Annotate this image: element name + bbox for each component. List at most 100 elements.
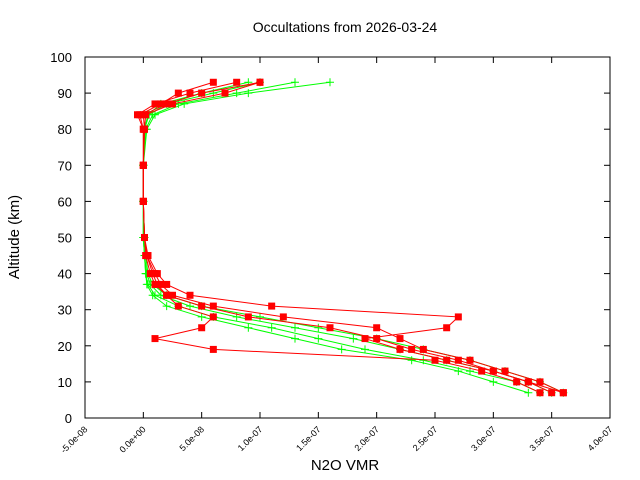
data-point xyxy=(548,389,556,397)
ticks-layer: 0 10 20 30 40 50 60 70 80 90 100 -5.0e-08 0.0e+00 5.0… xyxy=(50,50,614,455)
y-axis-label: Altitude (km) xyxy=(6,195,23,279)
data-point xyxy=(233,78,241,86)
data-point xyxy=(454,313,462,321)
data-point xyxy=(142,111,150,119)
data-point xyxy=(209,78,217,86)
data-point xyxy=(407,356,416,365)
y-tick-label: 100 xyxy=(50,50,72,65)
data-point xyxy=(559,389,567,397)
data-point xyxy=(443,356,451,364)
data-point xyxy=(489,367,497,375)
data-point xyxy=(136,111,144,119)
data-point xyxy=(314,334,323,343)
data-point xyxy=(163,291,171,299)
data-point xyxy=(454,356,462,364)
data-point xyxy=(501,367,509,375)
data-point xyxy=(536,389,544,397)
data-point xyxy=(408,345,416,353)
data-point xyxy=(232,89,241,98)
series-red-4 xyxy=(134,78,567,397)
data-point xyxy=(209,302,217,310)
data-point xyxy=(291,78,299,87)
y-tick-label: 40 xyxy=(58,267,72,282)
y-tick-label: 80 xyxy=(58,122,72,137)
y-tick-label: 60 xyxy=(58,194,72,209)
series-green-0 xyxy=(139,78,556,397)
series-green-2 xyxy=(139,78,568,397)
data-point xyxy=(489,377,498,386)
data-point xyxy=(151,110,159,119)
chart-title: Occultations from 2026-03-24 xyxy=(253,19,438,35)
data-point xyxy=(268,302,276,310)
data-point xyxy=(337,345,346,354)
data-point xyxy=(279,313,287,321)
y-tick-label: 10 xyxy=(58,375,72,390)
series-green-3 xyxy=(139,78,533,397)
data-point xyxy=(443,324,451,332)
data-point xyxy=(186,291,194,299)
data-point xyxy=(174,89,182,97)
data-point xyxy=(163,100,171,108)
x-tick-label: 1.0e-07 xyxy=(236,424,265,453)
data-point xyxy=(326,324,334,332)
data-point xyxy=(291,323,299,332)
data-point xyxy=(169,291,176,299)
data-point xyxy=(314,323,323,332)
data-point xyxy=(139,161,147,169)
data-point xyxy=(151,280,159,288)
x-tick-label: 3.0e-07 xyxy=(469,424,498,453)
x-tick-label: 0.0e+00 xyxy=(117,424,147,454)
data-point xyxy=(244,89,253,98)
data-point xyxy=(142,252,150,260)
data-point xyxy=(186,89,194,97)
data-point xyxy=(536,378,544,386)
data-point xyxy=(141,234,148,241)
data-point xyxy=(151,335,159,343)
x-tick-label: 3.5e-07 xyxy=(527,424,556,453)
x-tick-label: 4.0e-07 xyxy=(586,424,615,453)
data-point xyxy=(419,345,427,353)
data-point xyxy=(326,78,334,87)
y-tick-label: 20 xyxy=(58,339,72,354)
data-point xyxy=(513,378,521,386)
data-point xyxy=(349,334,358,343)
data-point xyxy=(139,197,147,205)
data-point xyxy=(209,345,217,353)
x-tick-label: 2.0e-07 xyxy=(352,424,381,453)
data-point xyxy=(478,367,486,375)
data-point xyxy=(221,89,229,97)
data-point xyxy=(153,270,161,278)
data-point xyxy=(174,302,182,310)
x-tick-label: 5.0e-08 xyxy=(177,424,206,453)
data-point xyxy=(186,302,194,311)
data-point xyxy=(454,367,463,376)
data-point xyxy=(198,89,206,97)
data-point xyxy=(256,312,264,321)
data-point xyxy=(244,313,252,321)
y-tick-label: 70 xyxy=(58,158,72,173)
series-line xyxy=(142,81,564,394)
series-red-7 xyxy=(139,78,567,397)
data-point xyxy=(373,324,381,332)
data-point xyxy=(267,323,276,332)
data-point xyxy=(151,100,159,108)
data-point xyxy=(142,280,151,289)
data-point xyxy=(256,78,264,86)
series-line xyxy=(142,81,529,394)
data-point xyxy=(141,125,148,133)
series-line xyxy=(139,81,541,394)
data-point xyxy=(209,313,217,321)
x-tick-label: 1.5e-07 xyxy=(294,424,323,453)
data-point xyxy=(524,388,533,397)
series-line xyxy=(142,81,564,394)
data-point xyxy=(198,324,206,332)
data-point xyxy=(162,302,171,311)
x-tick-label: 2.5e-07 xyxy=(411,424,440,453)
data-point xyxy=(148,291,157,300)
series-line xyxy=(142,81,552,394)
data-point xyxy=(146,270,154,278)
series-layer xyxy=(134,78,568,397)
data-point xyxy=(197,312,206,321)
data-point xyxy=(466,356,474,364)
